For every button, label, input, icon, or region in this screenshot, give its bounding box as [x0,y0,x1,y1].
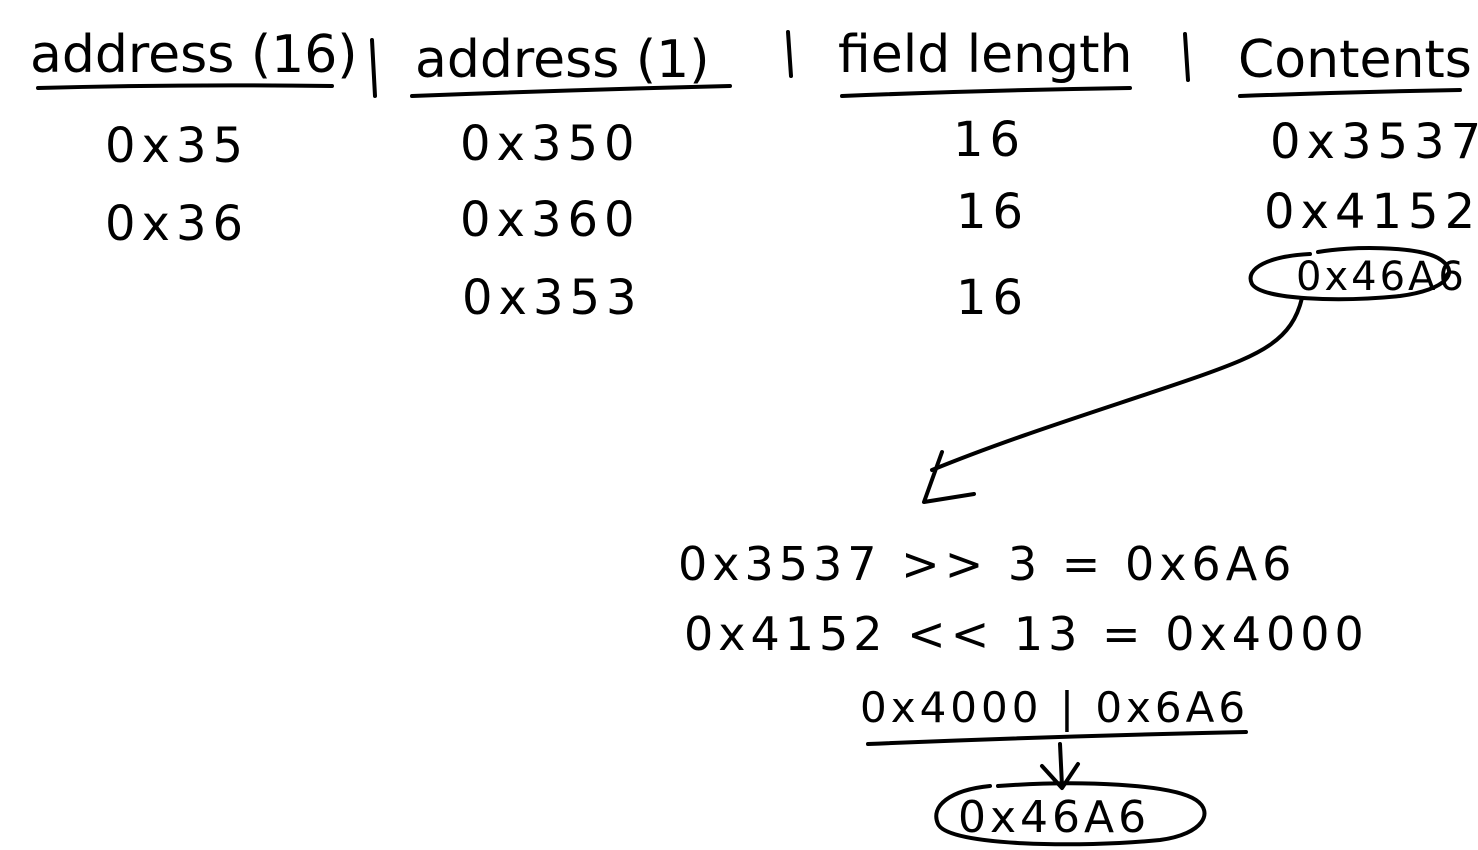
header-underline-contents [1238,88,1462,98]
derivation-arrowhead [922,450,976,504]
calc-result: 0x46A6 [958,792,1150,843]
derivation-arrow [930,296,1304,472]
contents-cell: 0x3537 [1270,114,1478,170]
calc-line-shift-right: 0x3537 >> 3 = 0x6A6 [678,537,1296,591]
field-length-cell: 16 [956,270,1029,326]
address1-cell: 0x360 [460,192,641,248]
calc-line-shift-left: 0x4152 << 13 = 0x4000 [684,607,1369,661]
calc-underline [866,730,1248,746]
header-underline-address-16 [36,83,334,90]
address16-cell: 0x36 [105,196,249,252]
result-arrow [1058,742,1064,788]
result-highlight-ellipse [934,781,1207,847]
header-contents: Contents [1238,30,1472,90]
header-field-length: field length [838,25,1132,85]
header-underline-field-length [840,86,1132,98]
field-length-cell: 16 [956,184,1029,240]
column-separator-3 [1183,32,1190,82]
contents-highlight-ellipse [1248,246,1452,302]
header-underline-address-1 [410,84,732,98]
contents-cell-circled: 0x46A6 [1296,254,1467,300]
address1-cell: 0x350 [460,116,641,172]
column-separator-1 [370,38,377,98]
address16-cell: 0x35 [105,118,249,174]
header-address-16: address (16) [30,25,358,85]
calc-line-bitwise-or: 0x4000 | 0x6A6 [860,683,1249,732]
header-address-1: address (1) [415,30,709,90]
contents-cell: 0x4152 [1264,184,1478,240]
result-arrowhead [1040,762,1080,790]
address1-cell: 0x353 [462,270,643,326]
column-separator-2 [786,30,793,78]
field-length-cell: 16 [953,112,1026,168]
